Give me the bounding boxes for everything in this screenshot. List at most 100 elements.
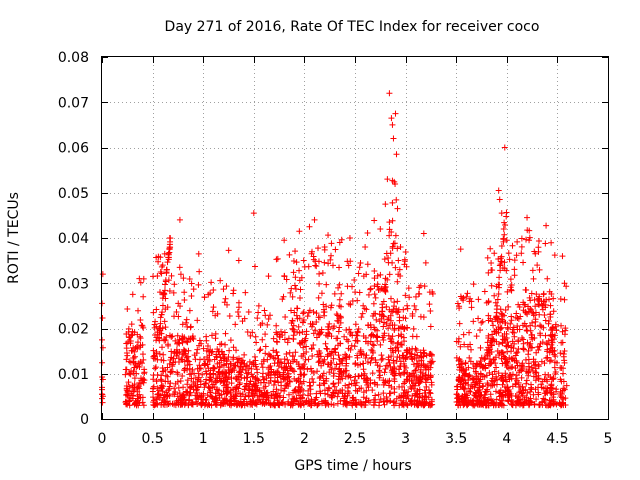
- x-tick-label: 4.5: [546, 431, 568, 447]
- data-point: [309, 353, 315, 359]
- data-point: [523, 381, 529, 387]
- x-tick-label: 0.5: [141, 431, 163, 447]
- data-point: [181, 367, 187, 373]
- data-point: [524, 377, 530, 383]
- data-point: [138, 280, 144, 286]
- data-point: [349, 343, 355, 349]
- data-point: [541, 291, 547, 297]
- data-point: [199, 372, 205, 378]
- data-point: [466, 330, 472, 336]
- data-point: [315, 359, 321, 365]
- data-point: [552, 353, 558, 359]
- data-point: [553, 386, 559, 392]
- data-point: [501, 226, 507, 232]
- data-point: [123, 366, 129, 372]
- data-point: [210, 287, 216, 293]
- data-point: [548, 303, 554, 309]
- data-point: [489, 283, 495, 289]
- data-point: [496, 274, 502, 280]
- data-point: [371, 301, 377, 307]
- data-point: [536, 238, 542, 244]
- data-point: [284, 357, 290, 363]
- data-point: [391, 299, 397, 305]
- data-point: [220, 286, 226, 292]
- data-point: [323, 341, 329, 347]
- x-axis-label: GPS time / hours: [294, 458, 411, 474]
- data-point: [346, 301, 352, 307]
- data-point: [285, 339, 291, 345]
- y-tick-label: 0.08: [58, 50, 89, 66]
- data-point: [324, 346, 330, 352]
- data-point: [519, 236, 525, 242]
- data-point: [336, 328, 342, 334]
- data-point: [395, 348, 401, 354]
- data-point: [426, 301, 432, 307]
- data-point: [405, 306, 411, 312]
- data-point: [312, 217, 318, 223]
- data-point: [185, 354, 191, 360]
- data-point: [99, 300, 105, 306]
- data-point: [229, 375, 235, 381]
- data-point: [297, 286, 303, 292]
- data-point: [368, 286, 374, 292]
- data-point: [336, 324, 342, 330]
- data-point: [177, 217, 183, 223]
- data-point: [346, 263, 352, 269]
- data-point: [423, 260, 429, 266]
- data-point: [390, 218, 396, 224]
- data-point: [380, 356, 386, 362]
- data-point: [212, 335, 218, 341]
- data-point: [387, 398, 393, 404]
- data-point: [544, 276, 550, 282]
- data-point: [461, 332, 467, 338]
- data-point: [528, 328, 534, 334]
- data-point: [427, 308, 433, 314]
- data-point: [423, 390, 429, 396]
- data-point: [504, 344, 510, 350]
- data-point: [262, 312, 268, 318]
- data-point: [362, 244, 368, 250]
- data-point: [387, 271, 393, 277]
- data-point: [316, 281, 322, 287]
- data-point: [411, 326, 417, 332]
- x-tick-labels: 0 0.5 1 1.5 2 2.5 3 3.5 4 4.5 5: [98, 431, 613, 447]
- chart-title: Day 271 of 2016, Rate Of TEC Index for r…: [165, 19, 540, 35]
- data-point: [130, 291, 136, 297]
- data-point: [364, 352, 370, 358]
- data-point: [487, 246, 493, 252]
- data-point: [158, 314, 164, 320]
- data-point: [395, 206, 401, 212]
- data-point: [511, 266, 517, 272]
- data-point: [266, 273, 272, 279]
- data-point: [171, 281, 177, 287]
- data-point: [558, 296, 564, 302]
- data-point: [301, 371, 307, 377]
- data-point: [332, 365, 338, 371]
- data-point: [314, 368, 320, 374]
- data-point: [367, 287, 373, 293]
- data-point: [524, 215, 530, 221]
- data-point: [468, 347, 474, 353]
- data-point: [217, 278, 223, 284]
- data-point: [332, 291, 338, 297]
- data-point: [464, 290, 470, 296]
- data-point: [373, 317, 379, 323]
- data-point: [232, 321, 238, 327]
- data-point: [190, 367, 196, 373]
- data-point: [490, 322, 496, 328]
- data-point: [388, 296, 394, 302]
- data-point: [294, 305, 300, 311]
- data-point: [301, 257, 307, 263]
- data-point: [371, 342, 377, 348]
- y-tick-label: 0.03: [58, 276, 89, 292]
- data-point: [273, 349, 279, 355]
- data-point: [262, 331, 268, 337]
- data-point: [191, 286, 197, 292]
- data-point: [493, 364, 499, 370]
- data-point: [223, 283, 229, 289]
- data-point: [141, 370, 147, 376]
- data-point: [169, 368, 175, 374]
- data-point: [271, 336, 277, 342]
- data-point: [124, 353, 130, 359]
- data-point: [226, 247, 232, 253]
